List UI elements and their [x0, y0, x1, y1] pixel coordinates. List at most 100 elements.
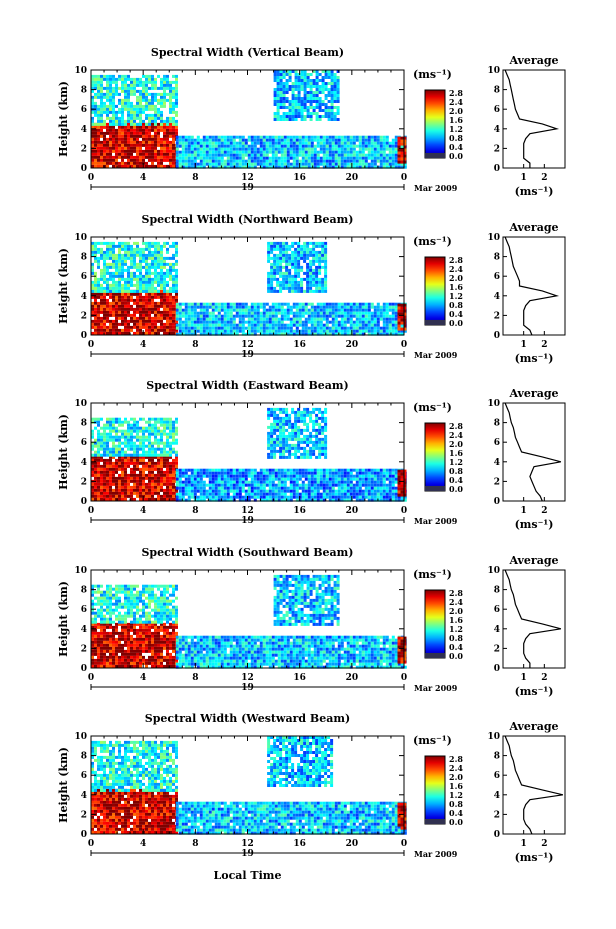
heatmap-cell [279, 73, 283, 76]
heatmap-cell [133, 429, 136, 433]
heatmap-cell [295, 141, 299, 145]
heatmap-cell [94, 104, 97, 108]
heatmap-cell [196, 320, 200, 324]
heatmap-cell [142, 313, 145, 317]
heatmap-cell [313, 147, 317, 151]
heatmap-cell [133, 307, 136, 311]
colorbar-tick-label: 0.0 [449, 151, 463, 161]
heatmap-cell [127, 137, 130, 141]
heatmap-cell [154, 164, 157, 168]
heatmap-cell [223, 302, 227, 306]
heatmap-cell [184, 474, 188, 478]
heatmap-cell [139, 488, 142, 492]
heatmap-cell [154, 479, 157, 483]
heatmap-cell [364, 159, 368, 163]
heatmap-cell [109, 119, 112, 123]
heatmap-cell [279, 100, 283, 103]
heatmap-cell [241, 135, 245, 139]
heatmap-cell [115, 271, 118, 275]
heatmap-cell [118, 316, 121, 320]
heatmap-cell [397, 165, 401, 169]
heatmap-cell [127, 74, 130, 78]
heatmap-cell [309, 259, 313, 263]
heatmap-cell [208, 153, 212, 157]
heatmap-cell [169, 491, 172, 495]
heatmap-cell [373, 468, 377, 472]
heatmap-cell [103, 125, 106, 129]
heatmap-cell [318, 241, 322, 245]
heatmap-cell [288, 280, 292, 284]
heatmap-cell [379, 138, 383, 142]
heatmap-cell [385, 135, 389, 139]
heatmap-cell [112, 119, 115, 123]
heatmap-cell [154, 417, 157, 421]
heatmap-cell [324, 289, 328, 293]
heatmap-cell [244, 332, 248, 336]
heatmap-cell [400, 162, 404, 166]
heatmap-cell [226, 147, 230, 151]
heatmap-cell [310, 141, 314, 145]
heatmap-cell [163, 95, 166, 99]
heatmap-cell [279, 253, 283, 257]
heatmap-cell [154, 464, 157, 468]
heatmap-cell [154, 476, 157, 480]
heatmap-cell [148, 253, 151, 257]
heatmap-cell [262, 165, 266, 169]
heatmap-cell [136, 262, 139, 266]
heatmap-cell [297, 244, 301, 248]
heatmap-cell [340, 329, 344, 333]
heatmap-cell [91, 262, 94, 266]
heatmap-cell [316, 138, 320, 142]
heatmap-cell [121, 453, 124, 457]
heatmap-cell [358, 156, 362, 160]
heatmap-cell [148, 140, 151, 144]
heatmap-cell [298, 150, 302, 154]
heatmap-cell [297, 73, 301, 76]
heatmap-cell [169, 119, 172, 123]
heatmap-cell [328, 150, 332, 154]
heatmap-cell [303, 88, 307, 91]
heatmap-cell [133, 461, 136, 465]
heatmap-cell [286, 153, 290, 157]
heatmap-cell [403, 145, 407, 149]
heatmap-cell [154, 250, 157, 254]
heatmap-cell [373, 153, 377, 157]
heatmap-cell [327, 106, 331, 109]
x-tick-label: 4 [140, 340, 146, 350]
heatmap-cell [340, 317, 344, 321]
heatmap-cell [106, 450, 109, 454]
heatmap-cell [121, 74, 124, 78]
heatmap-cell [127, 92, 130, 96]
heatmap-cell [211, 153, 215, 157]
heatmap-cell [276, 241, 280, 245]
heatmap-cell [229, 317, 233, 321]
heatmap-cell [133, 455, 136, 459]
heatmap-cell [205, 308, 209, 312]
heatmap-cell [211, 159, 215, 163]
heatmap-cell [226, 308, 230, 312]
heatmap-cell [391, 153, 395, 157]
heatmap-cell [151, 265, 154, 269]
heatmap-cell [184, 308, 188, 312]
heatmap-cell [130, 470, 133, 474]
heatmap-cell [352, 305, 356, 309]
heatmap-cell [157, 325, 160, 329]
heatmap-cell [291, 241, 295, 245]
heatmap-cell [282, 274, 286, 278]
heatmap-cell [328, 326, 332, 330]
heatmap-cell [106, 301, 109, 305]
heatmap-cell [100, 441, 103, 445]
heatmap-cell [118, 161, 121, 165]
heatmap-cell [148, 485, 151, 489]
heatmap-cell [331, 308, 335, 312]
heatmap-cell [282, 76, 286, 79]
heatmap-cell [166, 441, 169, 445]
heatmap-cell [148, 467, 151, 471]
heatmap-cell [301, 162, 305, 166]
heatmap-cell [121, 128, 124, 132]
average-y-tick-label: 2 [494, 144, 500, 154]
heatmap-cell [340, 332, 344, 336]
heatmap-cell [133, 247, 136, 251]
heatmap-cell [214, 305, 218, 309]
heatmap-cell [315, 280, 319, 284]
